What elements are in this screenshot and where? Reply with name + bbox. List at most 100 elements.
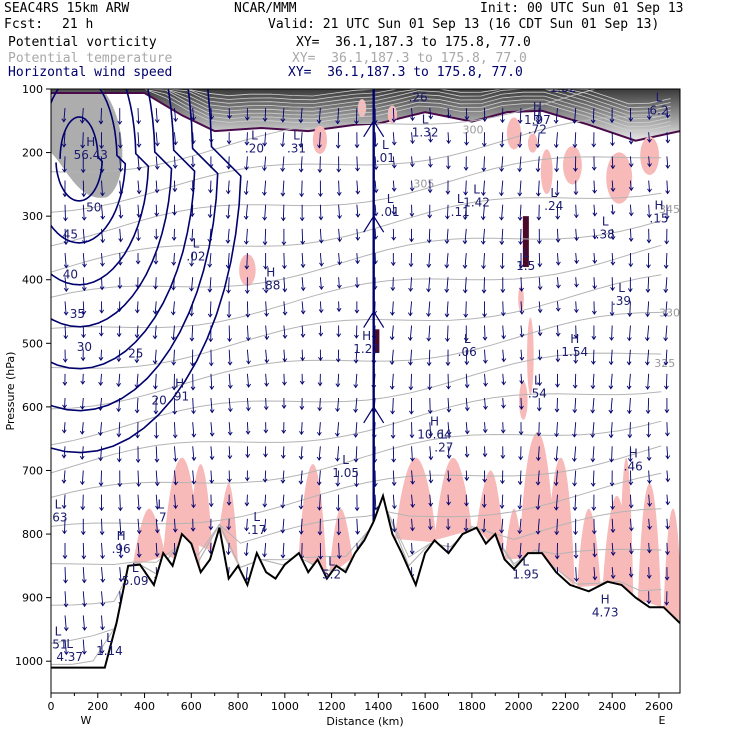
extremum-kind: H [266, 265, 275, 279]
wind-vector [228, 397, 231, 412]
theta-contour-label: 305 [413, 178, 434, 191]
wind-vector [246, 373, 250, 388]
wind-vector-head [537, 263, 543, 268]
wind-vector [318, 446, 321, 461]
wind-vector [629, 301, 631, 317]
wind-contour-label: 45 [63, 227, 78, 241]
y-tick-label: 400 [22, 274, 43, 287]
wind-vector-head [609, 458, 614, 463]
wind-vector [411, 156, 413, 167]
wind-vector-head [173, 118, 179, 123]
theta-contour [51, 192, 662, 273]
wind-vector [465, 422, 468, 434]
wind-vector [245, 228, 248, 245]
wind-vector-head [610, 236, 616, 241]
wind-vector-head [664, 215, 670, 220]
wind-contour [51, 89, 173, 328]
wind-vector-head [392, 528, 397, 533]
wind-vector-head [280, 529, 286, 534]
wind-vector-head [409, 238, 414, 243]
wind-vector-head [82, 240, 87, 245]
wind-vector [465, 470, 468, 481]
wind-vector-head [409, 410, 414, 415]
theta-contour-strat [144, 89, 671, 131]
wind-vector-head [408, 386, 414, 391]
wind-vector [447, 422, 450, 436]
wind-vector-head [500, 312, 506, 317]
wind-vector-head [154, 212, 160, 217]
wind-vector-head [336, 531, 342, 536]
wind-vector-head [355, 167, 360, 172]
extremum-value: 1.32 [412, 126, 439, 140]
wind-vector-head [136, 143, 142, 148]
wind-vector [155, 277, 157, 289]
wind-vector-head [628, 573, 634, 578]
wind-vector-head [426, 239, 432, 244]
wind-vector-head [571, 457, 577, 463]
wind-vector-head [80, 357, 86, 362]
wind-vector-head [99, 168, 105, 173]
wind-vector [137, 132, 140, 147]
wind-vector [137, 470, 140, 487]
wind-vector [265, 397, 267, 410]
wind-vector [246, 422, 249, 435]
wind-vector [119, 132, 121, 148]
wind-vector-head [173, 505, 179, 510]
wind-vector [665, 277, 668, 293]
wind-vector-head [280, 167, 285, 172]
wind-vector-head [517, 481, 523, 486]
wind-vector-head [82, 603, 87, 608]
wind-vector-head [445, 362, 451, 367]
wind-vector [411, 180, 413, 191]
wind-vector-head [335, 358, 341, 363]
wind-vector-head [410, 117, 415, 122]
wind-vector-head [644, 337, 650, 342]
wind-vector [482, 180, 485, 196]
wind-vector-head [262, 142, 268, 147]
wind-vector [338, 277, 340, 288]
wind-vector-head [627, 434, 633, 439]
wind-vector-head [172, 188, 178, 193]
wind-vector-head [500, 429, 506, 434]
wind-vector [119, 518, 122, 535]
wind-vector [82, 615, 86, 631]
wind-vector-head [353, 359, 359, 364]
wind-vector [137, 518, 140, 534]
wind-vector [410, 277, 413, 292]
wind-vector [63, 156, 66, 172]
wind-vector-head [281, 404, 287, 409]
wind-vector-head [572, 409, 578, 414]
wind-vector-head [500, 454, 506, 460]
wind-vector [63, 422, 66, 433]
init-time: Init: 00 UTC Sun 01 Sep 13 [480, 1, 684, 16]
wind-vector [265, 349, 268, 363]
wind-vector-head [408, 263, 414, 268]
wind-vector-head [499, 192, 504, 197]
wind-vector-head [99, 309, 105, 314]
wind-vector [99, 422, 102, 436]
wind-vector-head [646, 600, 652, 605]
extremum-kind: L [440, 427, 447, 441]
wind-vector [154, 325, 157, 339]
wind-vector-head [227, 338, 232, 343]
wind-vector [465, 180, 467, 195]
wind-vector-head [591, 143, 597, 148]
wind-vector [319, 204, 322, 220]
wind-vector-head [226, 289, 231, 294]
wind-vector-head [664, 240, 670, 245]
pv-cell [519, 381, 528, 420]
wind-vector [557, 277, 559, 288]
wind-vector-head [517, 216, 523, 221]
wind-vector-head [155, 529, 160, 534]
wind-vector-head [464, 116, 470, 121]
wind-vector [429, 494, 432, 507]
wind-vector-head [609, 312, 615, 317]
wind-vector-head [536, 216, 542, 221]
y-tick-label: 700 [22, 464, 43, 477]
wind-vector-head [245, 454, 251, 459]
wind-vector-head [155, 505, 160, 510]
wind-vector-head [482, 117, 488, 122]
wind-vector [537, 494, 540, 510]
wind-vector [483, 156, 485, 171]
extremum-value: 1.5 [516, 259, 535, 273]
